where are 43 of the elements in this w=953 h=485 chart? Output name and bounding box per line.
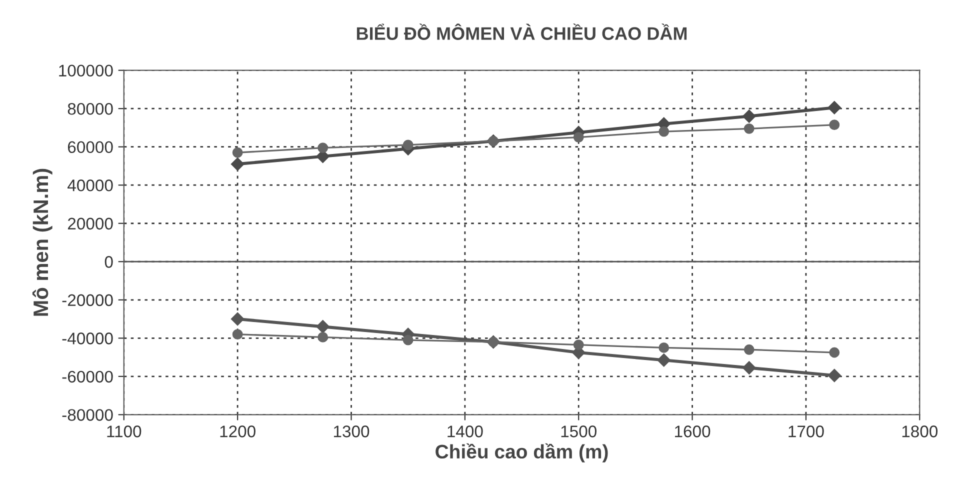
y-tick-label: 100000: [59, 64, 113, 77]
point: [658, 126, 670, 137]
y-tick-label: -80000: [62, 409, 113, 421]
y-axis-title: Mô men (kN.m): [32, 168, 52, 316]
point: [230, 157, 244, 171]
y-tick-label: -60000: [62, 370, 113, 383]
x-tick-label: 1300: [334, 426, 370, 438]
point: [828, 368, 841, 382]
point: [744, 344, 754, 355]
chart-title: BIỂU ĐỒ MÔMEN VÀ CHIỀU CAO DẦM: [356, 24, 687, 40]
point: [829, 347, 840, 358]
x-tick-label: 1100: [107, 426, 142, 438]
x-tick-label: 1600: [675, 426, 710, 438]
x-tick-label: 1800: [902, 426, 938, 438]
y-tick-label: 20000: [68, 218, 113, 230]
x-tick-label: 1200: [220, 426, 256, 438]
point: [829, 120, 840, 130]
y-tick-label: 60000: [68, 141, 113, 154]
x-axis-title: Chiều cao dầm (m): [436, 443, 608, 462]
point: [573, 132, 584, 142]
point: [742, 110, 756, 123]
point: [316, 320, 330, 334]
point: [318, 142, 328, 154]
x-tick-label: 1700: [788, 426, 824, 438]
y-tick-label: 0: [104, 256, 113, 268]
y-tick-label: -40000: [62, 332, 113, 344]
y-tick-label: -20000: [62, 294, 113, 306]
point: [828, 101, 841, 114]
point: [318, 332, 328, 342]
point: [573, 340, 584, 350]
point: [230, 312, 244, 326]
x-tick-label: 1500: [561, 426, 596, 438]
point: [658, 342, 670, 353]
y-tick-label: 80000: [68, 102, 113, 115]
point: [744, 123, 754, 134]
point: [232, 147, 243, 158]
point: [232, 329, 243, 340]
point: [657, 354, 670, 367]
point: [402, 334, 414, 346]
point: [742, 361, 756, 374]
x-tick-label: 1400: [448, 426, 483, 438]
y-tick-label: 40000: [68, 180, 113, 192]
point: [402, 140, 414, 150]
